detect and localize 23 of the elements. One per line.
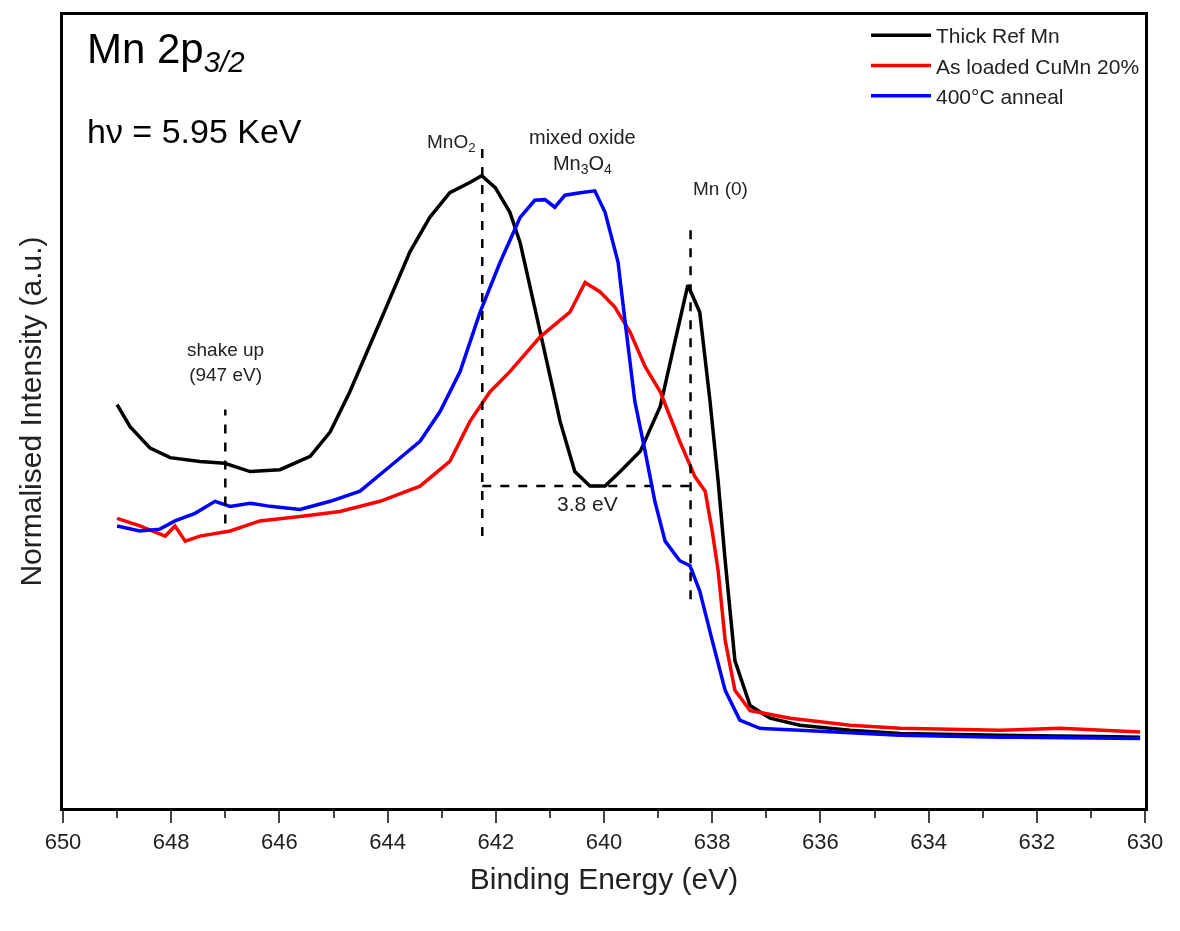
ref-line-label: shake up (947 eV) [187,339,265,385]
y-axis-title: Normalised Intensity (a.u.) [14,236,48,587]
x-tick-label: 642 [477,829,515,855]
legend-label: As loaded CuMn 20% [936,54,1140,78]
ref-line-label: MnO$_{2}$ [427,131,476,155]
x-tick-label: 646 [261,829,298,855]
x-tick-label: 636 [802,829,839,855]
ref-line-label: Mn (0) [693,178,748,199]
annotation: mixed oxide Mn$_{3}$O$_{4}$ [529,126,636,178]
x-tick-label: 632 [1018,829,1056,855]
x-tick-label: 634 [910,829,947,855]
legend-label: Thick Ref Mn [936,24,1060,48]
x-tick-label: 648 [152,829,190,855]
chart-subtitle: hν = 5.95 KeV [87,112,302,150]
x-tick-label: 638 [693,829,731,855]
x-axis-title: Binding Energy (eV) [469,861,739,895]
legend-label: 400°C anneal [936,84,1064,108]
chart-title: Mn 2p$_{3/2}$ [87,25,245,78]
annotation: 3.8 eV [557,492,618,515]
x-tick-label: 640 [585,829,623,855]
x-tick-label: 630 [1126,829,1164,855]
x-tick-label: 644 [369,829,406,855]
x-tick-label: 650 [44,829,82,855]
